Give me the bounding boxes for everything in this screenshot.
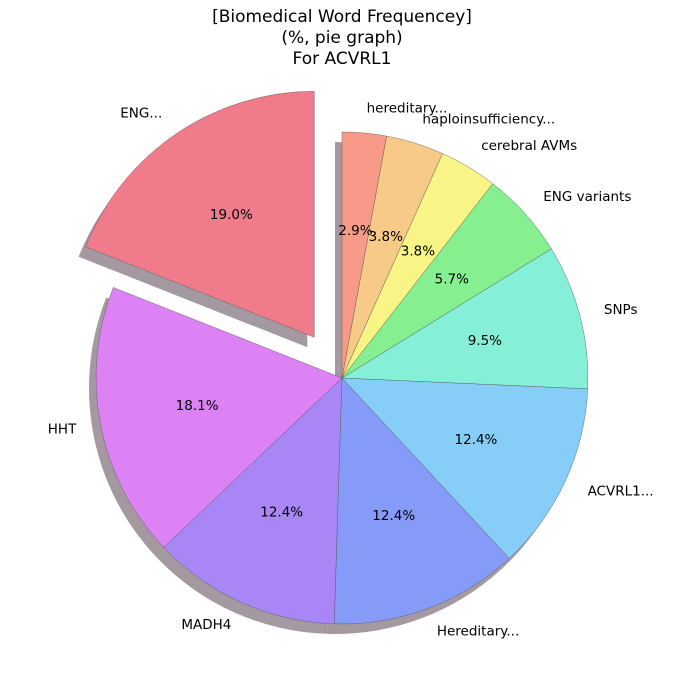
slice-percent-hereditary: 12.4%	[372, 508, 415, 524]
slice-label-haploinsufficiency: haploinsufficiency...	[422, 112, 555, 128]
slice-percent-eng: 19.0%	[210, 207, 253, 223]
pie-slice-snps	[341, 248, 589, 390]
title-line-2: (%, pie graph)	[281, 28, 402, 48]
pie-slice-hereditary	[334, 377, 510, 625]
pie-slice-acvrl1	[341, 377, 588, 559]
pie-slice-hht	[95, 287, 343, 548]
slice-percent-haploinsufficiency: 3.8%	[369, 229, 403, 245]
slice-label-hereditary: hereditary...	[367, 101, 448, 117]
slice-percent-snps: 9.5%	[468, 333, 502, 349]
slice-percent-cerebral-avms: 3.8%	[401, 243, 435, 259]
label-layer: ENG... 19.0% HHT 18.1% MADH4 12.4% Hereditary.…	[48, 101, 654, 640]
slice-percent-madh4: 12.4%	[260, 505, 303, 521]
slice-label-hereditary: Hereditary...	[437, 623, 519, 639]
slice-label-cerebral-avms: cerebral AVMs	[481, 138, 577, 154]
title-line-3: For ACVRL1	[293, 49, 392, 69]
slice-label-hht: HHT	[48, 422, 77, 438]
pie-slice-hereditary	[341, 131, 387, 379]
slice-percent-eng-variants: 5.7%	[435, 271, 469, 287]
slice-label-snps: SNPs	[604, 302, 638, 318]
slice-label-madh4: MADH4	[181, 617, 231, 633]
slice-label-eng: ENG...	[120, 105, 162, 121]
pie-slice-madh4	[163, 377, 343, 625]
chart-title: [Biomedical Word Frequencey] (%, pie gra…	[212, 7, 472, 69]
slice-label-acvrl1: ACVRL1...	[588, 484, 654, 500]
slice-label-eng-variants: ENG variants	[543, 189, 631, 205]
title-line-1: [Biomedical Word Frequencey]	[212, 7, 472, 27]
slice-percent-hht: 18.1%	[176, 398, 219, 414]
slice-percent-hereditary: 2.9%	[338, 223, 372, 239]
pie-slice-eng	[85, 91, 315, 338]
slice-layer	[85, 91, 589, 625]
slice-percent-acvrl1: 12.4%	[454, 432, 497, 448]
